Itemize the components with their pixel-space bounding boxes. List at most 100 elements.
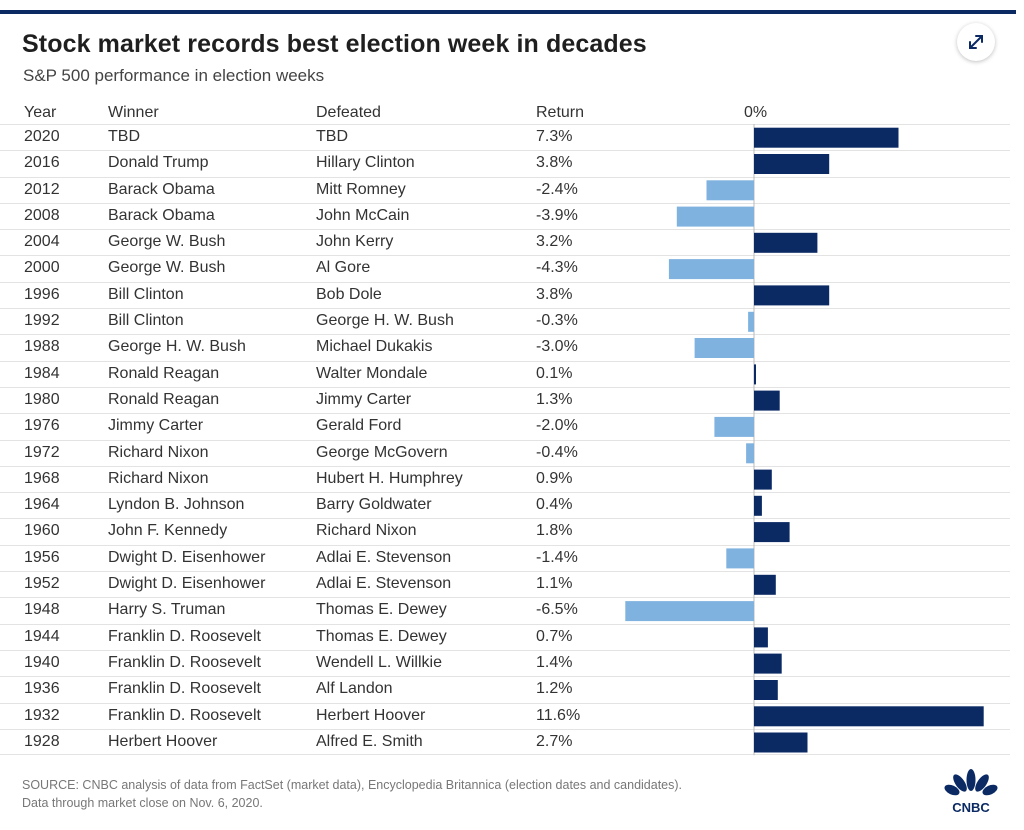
table-row: 2012 Barack Obama Mitt Romney -2.4% [0,176,1010,203]
year-cell: 1944 [24,627,60,645]
return-cell: 1.4% [536,653,573,671]
return-cell: 3.8% [536,285,573,303]
return-cell: -2.4% [536,180,578,198]
table-row: 2004 George W. Bush John Kerry 3.2% [0,229,1010,255]
year-cell: 2004 [24,233,60,251]
return-cell: 0.1% [536,364,573,382]
year-cell: 1972 [24,443,60,461]
chart-subtitle: S&P 500 performance in election weeks [23,66,325,85]
defeated-cell: George McGovern [316,443,448,461]
top-accent-bar [0,10,1016,14]
winner-cell: Dwight D. Eisenhower [108,548,266,566]
table-row: 1944 Franklin D. Roosevelt Thomas E. Dewey… [0,623,1010,650]
expand-button[interactable] [957,23,995,61]
return-cell: 3.8% [536,154,573,172]
defeated-cell: Alfred E. Smith [316,732,423,750]
source-line-1: SOURCE: CNBC analysis of data from FactS… [22,778,683,792]
table-row: 1992 Bill Clinton George H. W. Bush -0.3% [0,308,1010,334]
year-cell: 2016 [24,154,60,172]
defeated-cell: Alf Landon [316,680,393,698]
return-cell: 7.3% [536,128,573,145]
year-cell: 1952 [24,575,60,593]
defeated-cell: TBD [316,128,348,145]
winner-cell: Bill Clinton [108,285,184,303]
year-cell: 1928 [24,732,60,750]
table-row: 2008 Barack Obama John McCain -3.9% [0,202,1010,229]
return-cell: -3.9% [536,206,578,224]
return-cell: 1.2% [536,680,573,698]
winner-cell: Herbert Hoover [108,732,218,750]
winner-cell: Barack Obama [108,206,215,224]
table-row: 1988 George H. W. Bush Michael Dukakis -3.0… [0,334,1010,360]
winner-cell: Jimmy Carter [108,417,204,435]
defeated-cell: Mitt Romney [316,180,406,198]
winner-cell: Donald Trump [108,154,209,172]
column-header-return: Return [536,104,585,121]
table-row: 2000 George W. Bush Al Gore -4.3% [0,255,1010,281]
defeated-cell: Wendell L. Willkie [316,653,442,671]
winner-cell: Franklin D. Roosevelt [108,680,261,698]
source-line-2: Data through market close on Nov. 6, 202… [22,796,263,810]
table-row: 1940 Franklin D. Roosevelt Wendell L. Will… [0,649,1010,676]
winner-cell: George W. Bush [108,233,226,251]
return-cell: 1.8% [536,522,573,540]
defeated-cell: John McCain [316,206,410,224]
table-row: 1956 Dwight D. Eisenhower Adlai E. Stevens… [0,544,1010,571]
zero-axis-label: 0% [744,104,768,121]
table-row: 1932 Franklin D. Roosevelt Herbert Hoover 1… [0,702,1010,729]
return-cell: -4.3% [536,259,578,277]
defeated-cell: Adlai E. Stevenson [316,548,452,566]
table-row: 1968 Richard Nixon Hubert H. Humphrey 0.9% [0,465,1010,492]
table-row: 1980 Ronald Reagan Jimmy Carter 1.3% [0,386,1010,413]
winner-cell: Richard Nixon [108,469,209,487]
return-cell: -0.4% [536,443,578,461]
year-cell: 1984 [24,364,60,382]
defeated-cell: Barry Goldwater [316,496,432,514]
year-cell: 1932 [24,706,60,724]
table-row: 2016 Donald Trump Hillary Clinton 3.8% [0,150,1010,176]
defeated-cell: Richard Nixon [316,522,417,540]
defeated-cell: Adlai E. Stevenson [316,575,452,593]
winner-cell: Ronald Reagan [108,390,220,408]
return-cell: 2.7% [536,732,573,750]
year-cell: 1964 [24,496,60,514]
return-cell: 1.1% [536,575,573,593]
expand-arrows-icon [969,35,983,49]
svg-text:CNBC: CNBC [952,800,990,815]
return-cell: 1.3% [536,390,573,408]
column-header-winner: Winner [108,104,159,121]
year-cell: 1992 [24,312,60,330]
table-row: 1952 Dwight D. Eisenhower Adlai E. Stevens… [0,571,1010,597]
year-cell: 2000 [24,259,60,277]
return-cell: 0.9% [536,469,573,487]
column-header-year: Year [24,104,57,121]
return-cell: -3.0% [536,338,578,356]
table-row: 1964 Lyndon B. Johnson Barry Goldwater 0.4% [0,492,1010,518]
defeated-cell: Hubert H. Humphrey [316,469,463,487]
return-cell: 0.7% [536,627,573,645]
winner-cell: George H. W. Bush [108,338,246,356]
year-cell: 1968 [24,469,60,487]
return-cell: 3.2% [536,233,573,251]
year-cell: 1960 [24,522,60,540]
table-row: 1948 Harry S. Truman Thomas E. Dewey -6.5% [0,597,1010,623]
return-cell: -6.5% [536,601,578,619]
column-header-defeated: Defeated [316,104,381,121]
year-cell: 1948 [24,601,60,619]
table-row: 1996 Bill Clinton Bob Dole 3.8% [0,281,1010,308]
year-cell: 1936 [24,680,60,698]
defeated-cell: Bob Dole [316,285,382,303]
defeated-cell: Michael Dukakis [316,338,433,356]
defeated-cell: Herbert Hoover [316,706,426,724]
winner-cell: TBD [108,128,140,145]
winner-cell: Franklin D. Roosevelt [108,627,261,645]
defeated-cell: Hillary Clinton [316,154,415,172]
table-row: 1936 Franklin D. Roosevelt Alf Landon 1.2% [0,676,1010,702]
year-cell: 1956 [24,548,60,566]
winner-cell: Franklin D. Roosevelt [108,706,261,724]
return-cell: -1.4% [536,548,578,566]
return-cell: 11.6% [536,706,581,724]
defeated-cell: Al Gore [316,259,371,277]
table-row: 1984 Ronald Reagan Walter Mondale 0.1% [0,360,1010,387]
year-cell: 1980 [24,390,60,408]
